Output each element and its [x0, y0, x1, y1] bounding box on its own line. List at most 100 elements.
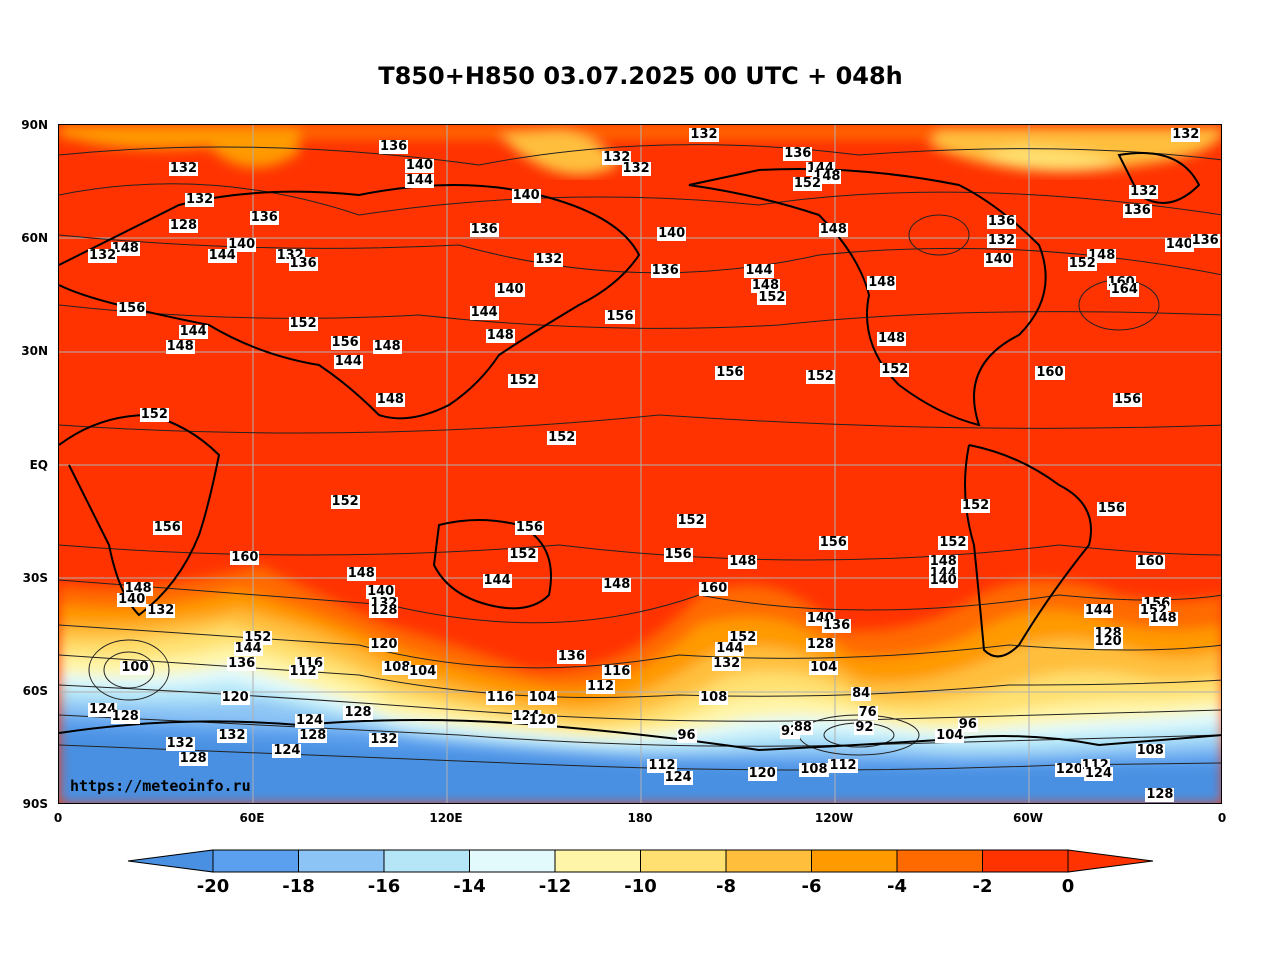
contour-label: 132	[168, 161, 198, 177]
contour-label: 152	[508, 546, 538, 562]
colorbar-cell	[725, 849, 812, 873]
lon-label-60e: 60E	[239, 811, 265, 825]
arctic-cool-zones	[59, 125, 1221, 175]
contour-label: 136	[288, 255, 318, 271]
lat-label-30n: 30N	[21, 344, 48, 358]
contour-label: 120	[527, 712, 557, 728]
contour-label: 132	[146, 603, 176, 619]
contour-label: 140	[404, 157, 435, 173]
lon-label-120w: 120W	[814, 811, 854, 825]
contour-label: 108	[382, 660, 412, 675]
contour-label: 148	[602, 576, 632, 592]
contour-label: 136	[379, 138, 409, 154]
contour-label: 148	[165, 338, 195, 354]
colorbar-cell	[896, 849, 983, 873]
contour-label: 152	[330, 493, 360, 509]
colorbar-tick-label: -14	[453, 876, 486, 897]
contour-label: 140	[983, 252, 1013, 267]
contour-label: 148	[867, 274, 897, 290]
colorbar-tick-label: -6	[801, 876, 822, 897]
lat-label-eq: EQ	[29, 458, 48, 472]
contour-label: 160	[1135, 554, 1165, 570]
contour-label: 128	[343, 705, 373, 721]
contour-label: 140	[227, 236, 257, 252]
contour-label: 132	[165, 735, 195, 751]
contour-label: 148	[123, 580, 153, 596]
contour-label: 132	[712, 656, 742, 672]
contour-label: 108	[1135, 743, 1165, 759]
contour-label: 152	[508, 372, 538, 388]
contour-label: 144	[178, 323, 208, 339]
contour-label: 120	[220, 690, 250, 706]
contour-label: 156	[605, 308, 635, 324]
contour-label: 140	[657, 225, 687, 241]
contour-label: 144	[404, 172, 435, 188]
contour-label: 136	[822, 618, 852, 634]
contour-label: 128	[1145, 787, 1175, 802]
lon-label-120e: 120E	[429, 811, 463, 825]
contour-label: 120	[1093, 633, 1123, 649]
contour-label: 128	[168, 218, 198, 233]
contour-label: 136	[227, 656, 257, 672]
contour-label: 128	[369, 603, 399, 619]
colorbar-cell	[811, 849, 898, 873]
contour-label: 160	[230, 550, 260, 566]
contour-label: 108	[799, 762, 829, 777]
colorbar-cell	[383, 849, 470, 873]
lon-label-0: 0	[53, 811, 63, 825]
colorbar-tick-label: -10	[624, 876, 657, 897]
contour-label: 96	[676, 728, 697, 743]
colorbar-tick-label: -8	[716, 876, 736, 897]
lat-label-60s: 60S	[22, 684, 48, 698]
colorbar-cell	[298, 849, 385, 873]
colorbar-tick-label: -16	[367, 876, 401, 897]
contour-label: 160	[699, 580, 729, 596]
colorbar-cell	[554, 849, 641, 873]
contour-label: 148	[928, 554, 958, 570]
colorbar-tick-label: -12	[538, 876, 572, 897]
contour-label: 104	[809, 660, 839, 675]
contour-label: 144	[715, 641, 745, 657]
contour-label: 152	[757, 289, 787, 305]
contour-label: 152	[288, 316, 318, 332]
colorbar-cell	[640, 849, 727, 873]
contour-label: 156	[514, 520, 544, 536]
colorbar-cell	[982, 849, 1069, 873]
contour-label: 156	[715, 365, 745, 381]
contour-label: 96	[957, 716, 978, 732]
contour-label: 132	[621, 161, 651, 177]
contour-label: 120	[1054, 762, 1084, 777]
contour-label: 144	[744, 263, 774, 279]
contour-label: 132	[88, 248, 118, 264]
contour-label: 100	[120, 660, 150, 675]
contour-label: 156	[818, 535, 848, 551]
lon-label-60w: 60W	[1013, 811, 1043, 825]
contour-label: 136	[1190, 233, 1220, 249]
colorbar	[127, 849, 1154, 873]
contour-label: 144	[1083, 603, 1114, 619]
contour-label: 136	[986, 214, 1017, 230]
contour-label: 124	[663, 769, 693, 785]
contour-label: 152	[676, 512, 706, 528]
contour-label: 120	[369, 637, 399, 653]
contour-label: 148	[728, 554, 758, 570]
coastlines	[59, 152, 1221, 752]
contour-label: 112	[585, 678, 616, 694]
contour-label: 152	[880, 361, 910, 377]
lat-label-90n: 90N	[21, 118, 48, 132]
colorbar-arrow-low	[127, 849, 214, 873]
contour-label: 156	[663, 546, 693, 562]
contour-label: 144	[207, 248, 237, 264]
contour-label: 140	[366, 584, 396, 600]
contour-label: 152	[938, 535, 968, 551]
colorbar-tick-label: -18	[282, 876, 315, 897]
map-title: T850+H850 03.07.2025 00 UTC + 048h	[378, 62, 903, 90]
contour-label: 148	[372, 338, 402, 354]
lat-label-30s: 30S	[22, 571, 48, 585]
contour-label: 144	[482, 573, 512, 589]
contour-label: 136	[469, 221, 499, 237]
contour-label: 136	[556, 648, 586, 664]
contour-label: 132	[1129, 184, 1159, 199]
contour-label: 144	[333, 354, 363, 369]
contour-label: 152	[547, 429, 577, 445]
